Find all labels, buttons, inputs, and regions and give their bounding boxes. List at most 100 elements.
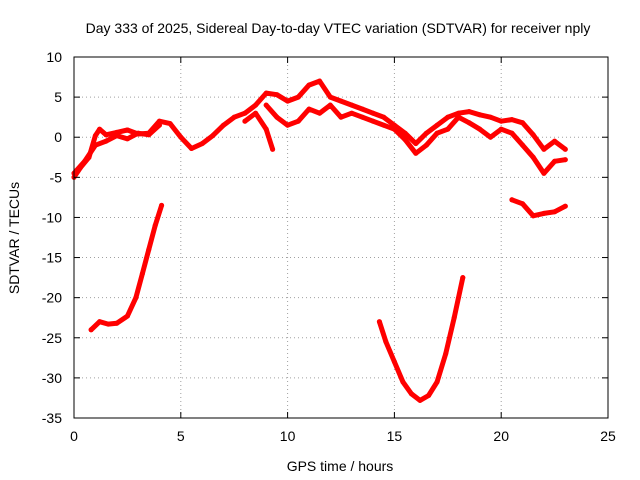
data-point	[88, 327, 94, 333]
y-tick-label: -10	[42, 209, 62, 225]
data-point	[520, 120, 526, 126]
data-point	[135, 130, 141, 136]
data-point	[146, 132, 152, 138]
data-point	[317, 110, 323, 116]
data-point	[327, 102, 333, 108]
data-point	[520, 142, 526, 148]
data-point	[552, 209, 558, 215]
data-point	[253, 102, 259, 108]
x-axis-label: GPS time / hours	[287, 458, 394, 474]
data-point	[327, 94, 333, 100]
series-track-7	[509, 197, 568, 219]
grid	[74, 57, 608, 418]
data-point	[156, 122, 162, 128]
data-point	[451, 315, 457, 321]
data-point	[409, 391, 414, 397]
data-point	[285, 122, 291, 128]
x-tick-label: 25	[600, 428, 616, 444]
y-tick-label: -35	[42, 410, 62, 426]
data-point	[541, 146, 547, 152]
data-point	[274, 114, 280, 120]
series-track-6	[376, 275, 466, 403]
data-point	[456, 114, 461, 120]
data-point	[370, 110, 376, 116]
data-point	[413, 150, 419, 156]
y-tick-label: -30	[42, 370, 62, 386]
data-point	[359, 114, 365, 120]
data-point	[460, 275, 466, 281]
data-point	[146, 247, 152, 252]
data-point	[381, 122, 387, 128]
data-point	[530, 213, 536, 219]
data-point	[114, 320, 120, 326]
data-point	[159, 202, 165, 208]
data-point	[466, 120, 472, 126]
data-point	[381, 114, 387, 120]
data-point	[295, 94, 301, 100]
series-track-5	[88, 202, 165, 333]
data-point	[338, 98, 344, 104]
data-point	[530, 154, 536, 160]
data-point	[400, 379, 406, 385]
data-point	[562, 146, 568, 152]
data-point	[317, 78, 323, 84]
data-point	[434, 130, 440, 136]
axes	[73, 56, 609, 419]
data-point	[82, 158, 88, 164]
data-point	[242, 110, 248, 116]
data-point	[423, 142, 429, 148]
data-point	[338, 114, 344, 120]
data-point	[509, 117, 515, 123]
data-point	[178, 134, 184, 140]
data-point	[152, 223, 158, 228]
data-point	[114, 133, 120, 139]
data-point	[541, 210, 547, 216]
series-track-3	[242, 110, 276, 152]
series-track-4	[263, 102, 568, 176]
data-point	[156, 118, 162, 124]
data-point	[263, 90, 269, 96]
data-point	[498, 118, 504, 124]
y-tick-label: -15	[42, 250, 62, 266]
data-point	[242, 118, 248, 124]
data-point	[199, 141, 205, 147]
tick-labels: 0 5 10 15 20 25 10 5 0 -5 -10 -15 -20 -25 -30 -35	[42, 49, 616, 444]
data-point	[221, 122, 226, 128]
data-point	[133, 295, 139, 301]
x-tick-label: 5	[177, 428, 185, 444]
data-point	[231, 114, 237, 120]
data-point	[391, 126, 397, 132]
y-tick-label: 0	[54, 129, 62, 145]
data-point	[103, 132, 109, 138]
y-tick-label: -20	[42, 290, 62, 306]
data-point	[124, 136, 130, 142]
x-tick-label: 0	[70, 428, 78, 444]
plot-frame	[73, 56, 609, 419]
data-point	[92, 142, 98, 148]
data-point	[383, 339, 389, 345]
data-point	[456, 110, 461, 116]
data-point	[124, 127, 130, 133]
data-point	[434, 122, 440, 128]
data-point	[167, 121, 173, 127]
data-point	[426, 393, 432, 398]
x-tick-label: 20	[493, 428, 509, 444]
data-point	[520, 201, 526, 207]
data-point	[306, 82, 312, 88]
data-point	[402, 137, 408, 143]
data-point	[466, 109, 472, 115]
data-point	[530, 132, 536, 138]
data-point	[488, 134, 493, 140]
y-axis-label: SDTVAR / TECUs	[6, 182, 22, 294]
data-point	[434, 379, 440, 385]
data-point	[417, 397, 423, 403]
data-point	[210, 133, 216, 139]
data-point	[562, 203, 568, 209]
data-point	[103, 138, 109, 144]
data-point	[541, 170, 547, 176]
data-point	[488, 114, 493, 120]
data-point	[552, 158, 558, 164]
data-series	[71, 78, 568, 403]
data-point	[139, 271, 145, 277]
